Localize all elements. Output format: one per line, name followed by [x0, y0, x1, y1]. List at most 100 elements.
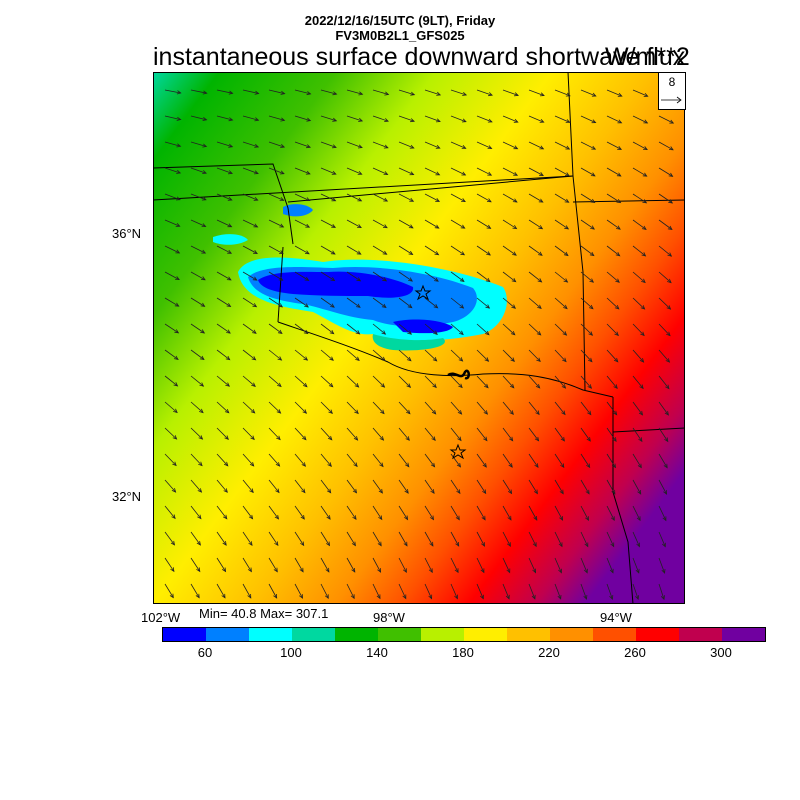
wind-vector — [662, 516, 667, 522]
wind-vector — [251, 382, 256, 388]
wind-vector — [378, 515, 383, 521]
wind-vector — [456, 489, 461, 495]
wind-vector — [409, 171, 415, 176]
wind-vector — [538, 251, 543, 256]
wind-vector — [379, 436, 385, 441]
wind-vector — [565, 92, 571, 97]
wind-vector — [461, 171, 467, 176]
wind-vector — [275, 488, 280, 494]
wind-vector — [254, 117, 260, 122]
wind-vector — [169, 593, 174, 599]
wind-vector — [663, 490, 668, 495]
wind-vector — [481, 542, 485, 547]
wind-vector — [666, 278, 672, 284]
wind-vector — [538, 198, 544, 203]
wind-vector — [664, 437, 669, 443]
wind-vector — [224, 408, 230, 414]
wind-vector — [355, 356, 360, 361]
wind-vector — [505, 594, 510, 600]
wind-vector — [643, 93, 649, 97]
wind-vector — [200, 329, 206, 334]
wind-vector — [224, 435, 229, 440]
wind-vector — [586, 463, 591, 469]
colorbar-label: 180 — [452, 645, 474, 660]
wind-vector — [300, 515, 305, 520]
wind-vector — [486, 224, 492, 229]
wind-vector — [585, 489, 590, 495]
wind-vector — [511, 304, 517, 309]
wind-vector — [227, 249, 233, 254]
wind-vector — [176, 90, 182, 95]
wind-vector — [223, 461, 229, 467]
wind-vector — [200, 276, 206, 281]
wind-vector — [332, 144, 337, 149]
wind-vector — [507, 489, 513, 495]
wind-vector — [253, 170, 259, 175]
wind-vector — [434, 277, 439, 282]
wind-vector — [175, 223, 181, 227]
wind-vector — [174, 302, 180, 307]
wind-vector — [384, 91, 390, 96]
wind-vector — [458, 383, 463, 389]
wind-vector — [509, 410, 514, 416]
wind-vector — [462, 92, 468, 96]
wind-vector — [589, 251, 595, 257]
wind-reference-value: 8 — [668, 75, 676, 89]
wind-vector — [558, 542, 563, 548]
wind-vector — [402, 568, 407, 574]
wind-vector — [461, 118, 467, 123]
wind-vector — [534, 436, 540, 442]
wind-vector — [381, 303, 387, 309]
wind-vector — [433, 304, 439, 309]
wind-vector — [636, 516, 641, 522]
wind-vector — [249, 488, 254, 494]
wind-vector — [480, 594, 484, 600]
wind-vector — [668, 172, 674, 177]
wind-vector — [616, 172, 622, 177]
wind-vector — [535, 410, 540, 416]
wind-vector — [200, 302, 206, 307]
colorbar-swatch — [679, 628, 722, 641]
wind-vector — [534, 463, 539, 468]
wind-vector — [302, 435, 307, 441]
colorbar-swatch — [421, 628, 464, 641]
wind-vector — [643, 146, 648, 151]
wind-vector — [591, 119, 597, 124]
wind-vector — [330, 303, 335, 308]
wind-vector — [587, 410, 592, 416]
wind-vector — [329, 356, 334, 361]
wind-vector — [640, 331, 645, 337]
red-river-detail — [447, 369, 470, 380]
wind-vector — [668, 199, 674, 204]
datetime-label: 2022/12/16/15UTC (9LT), Friday — [304, 13, 496, 28]
wind-vector — [539, 92, 545, 97]
wind-vector — [483, 410, 488, 415]
wind-vector — [487, 145, 493, 149]
wind-vector — [457, 410, 463, 415]
wind-vector — [303, 329, 309, 335]
wind-vector — [562, 331, 568, 336]
wind-vector — [430, 462, 436, 468]
wind-vector — [460, 224, 466, 229]
wind-vector — [202, 90, 208, 95]
wind-vector — [175, 249, 181, 254]
wind-vector — [612, 437, 617, 442]
wind-vector — [405, 436, 410, 441]
wind-vector — [614, 304, 620, 310]
wind-vector — [563, 304, 568, 310]
wind-vector — [409, 144, 415, 149]
wind-vector — [357, 224, 362, 229]
wind-vector — [430, 489, 435, 494]
wind-vector — [455, 541, 460, 547]
wind-vector — [615, 252, 621, 257]
wind-vector — [641, 225, 647, 230]
colorbar-swatch — [335, 628, 378, 641]
wind-vector — [301, 488, 306, 494]
wind-vector — [358, 91, 364, 96]
wind-vector — [380, 409, 385, 415]
wind-vector — [609, 595, 614, 600]
wind-vector — [406, 409, 411, 415]
wind-vector — [227, 196, 233, 201]
wind-vector — [485, 304, 491, 309]
wind-vector — [406, 356, 412, 362]
